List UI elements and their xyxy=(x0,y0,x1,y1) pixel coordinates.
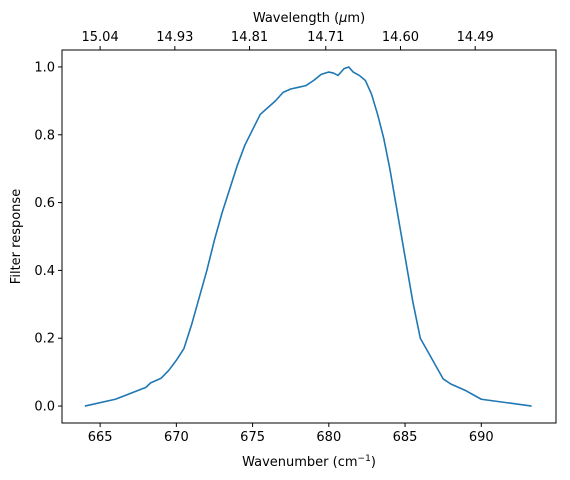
x-tick-label: 665 xyxy=(88,430,113,445)
x-axis-title: Wavenumber (cm−1) xyxy=(242,454,376,470)
y-tick-label: 0.6 xyxy=(34,196,55,211)
top-axis-ticks: 15.04 14.93 14.81 14.71 14.60 14.49 xyxy=(82,30,494,50)
x-tick-label: 670 xyxy=(164,430,189,445)
top-tick-label: 14.49 xyxy=(457,30,494,45)
top-tick-label: 14.81 xyxy=(231,30,268,45)
y-axis-title: Filter response xyxy=(9,189,24,284)
top-tick-label: 15.04 xyxy=(82,30,119,45)
y-tick-label: 0.2 xyxy=(34,332,55,347)
y-tick-label: 0.0 xyxy=(34,400,55,415)
y-tick-label: 0.8 xyxy=(34,128,55,143)
plot-frame xyxy=(61,49,557,424)
top-axis-title: Wavelength (μm) xyxy=(253,11,365,26)
x-tick-label: 675 xyxy=(240,430,265,445)
top-tick-label: 14.93 xyxy=(156,30,193,45)
series-line-0 xyxy=(84,66,532,407)
x-tick-label: 690 xyxy=(469,430,494,445)
y-tick-label: 1.0 xyxy=(34,60,55,75)
top-tick-label: 14.60 xyxy=(382,30,419,45)
x-tick-label: 680 xyxy=(316,430,341,445)
y-tick-label: 0.4 xyxy=(34,264,55,279)
plot-line-layer xyxy=(84,66,532,407)
x-axis-ticks: 665 670 675 680 685 690 xyxy=(88,423,494,445)
top-tick-label: 14.71 xyxy=(307,30,344,45)
x-tick-label: 685 xyxy=(393,430,418,445)
y-axis-ticks: 0.0 0.2 0.4 0.6 0.8 1.0 xyxy=(34,60,62,415)
